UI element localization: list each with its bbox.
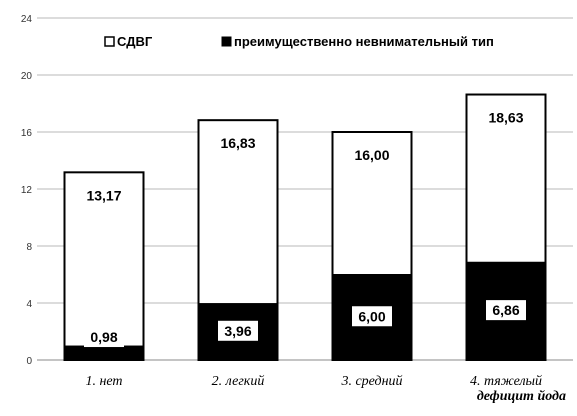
x-category-label: 4. тяжелый: [470, 374, 542, 389]
y-tick-label: 24: [21, 14, 33, 25]
data-labels: 13,17 0,98 16,83 3,96 16,00 6,00 18,63 6,86: [84, 110, 526, 348]
y-tick-label: 16: [21, 128, 33, 139]
data-label-box: [84, 327, 124, 348]
data-label-inattentive: 6,86: [492, 302, 519, 318]
data-label-inattentive: 3,96: [224, 323, 251, 339]
legend: СДВГ преимущественно невнимательный тип: [104, 34, 494, 49]
y-tick-label: 20: [21, 71, 33, 82]
legend-label-sdvg: СДВГ: [117, 34, 153, 49]
bars: [63, 93, 547, 362]
data-label-box: [218, 320, 258, 341]
x-axis-label: дефицит йода: [477, 389, 566, 404]
data-label-box: [486, 300, 526, 321]
x-category-label: 2. легкий: [212, 374, 265, 389]
y-tick-label: 4: [26, 299, 32, 310]
data-label-sdvg: 16,00: [354, 147, 389, 163]
y-axis-ticks: 0 4 8 12 16 20 24: [21, 14, 33, 367]
data-label-inattentive: 6,00: [358, 308, 385, 324]
data-label-inattentive: 0,98: [90, 329, 117, 345]
legend-swatch-sdvg: [104, 36, 115, 47]
data-label-sdvg: 13,17: [86, 187, 121, 203]
legend-swatch-inattentive: [221, 36, 232, 47]
data-label-sdvg: 16,83: [220, 135, 255, 151]
x-category-label: 3. средний: [340, 374, 402, 389]
x-axis-ticks: 1. нет 2. легкий 3. средний 4. тяжелый: [85, 374, 542, 389]
y-tick-label: 12: [21, 185, 33, 196]
y-tick-label: 0: [26, 356, 32, 367]
data-label-box: [352, 306, 392, 327]
data-label-sdvg: 18,63: [488, 110, 523, 126]
bar-inattentive: [64, 345, 144, 361]
x-category-label: 1. нет: [85, 374, 122, 389]
legend-label-inattentive: преимущественно невнимательный тип: [234, 34, 494, 49]
y-tick-label: 8: [26, 242, 32, 253]
